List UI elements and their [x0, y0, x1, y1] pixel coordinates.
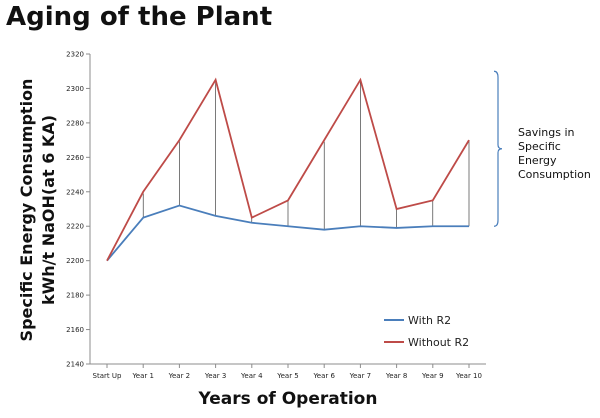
chart-title: Aging of the Plant — [6, 2, 273, 32]
annotation-text-line: Specific — [518, 140, 561, 153]
y-tick-label: 2180 — [66, 292, 84, 300]
annotation-text-line: Consumption — [518, 168, 591, 181]
y-tick-label: 2160 — [66, 326, 84, 334]
series-line-without-r2 — [106, 77, 470, 262]
annotation-text-line: Savings in — [518, 126, 575, 139]
legend-label: With R2 — [408, 314, 451, 327]
y-tick-label: 2300 — [66, 85, 84, 93]
x-axis: Start Up Year 1 Year 2 Year 3 Year 4 Year 5 Ye… — [90, 363, 486, 380]
legend-label: Without R2 — [408, 336, 469, 349]
x-tick-label: Year 2 — [168, 372, 191, 380]
series-lines — [106, 77, 470, 262]
x-tick-label: Year 3 — [204, 372, 227, 380]
y-axis: 2140 2160 2180 2200 2220 2240 2260 2280 2300 2320 — [66, 51, 91, 369]
x-tick-label: Start Up — [93, 372, 122, 380]
savings-drop-lines — [142, 79, 470, 230]
x-tick-label: Year 5 — [276, 372, 299, 380]
annotation-text-line: Energy — [518, 154, 557, 167]
savings-bracket — [493, 70, 503, 227]
y-tick-label: 2260 — [66, 154, 84, 162]
y-axis-title-line2: kWh/t NaOH(at 6 KA) — [39, 115, 58, 305]
x-tick-label: Year 8 — [385, 372, 408, 380]
y-tick-label: 2220 — [66, 223, 84, 231]
y-tick-label: 2280 — [66, 119, 84, 127]
x-axis-title: Years of Operation — [198, 389, 378, 409]
y-tick-label: 2320 — [66, 51, 84, 59]
x-tick-label: Year 10 — [455, 372, 482, 380]
y-axis-title-line1: Specific Energy Consumption — [17, 79, 36, 342]
y-tick-label: 2240 — [66, 188, 84, 196]
x-tick-label: Year 6 — [312, 372, 335, 380]
y-tick-label: 2200 — [66, 257, 84, 265]
x-tick-label: Year 9 — [421, 372, 444, 380]
series-line-with-r2 — [106, 204, 469, 262]
x-tick-label: Year 1 — [131, 372, 154, 380]
y-tick-label: 2140 — [66, 361, 84, 369]
legend: With R2 Without R2 — [384, 314, 469, 349]
x-tick-label: Year 7 — [349, 372, 372, 380]
x-tick-label: Year 4 — [240, 372, 263, 380]
